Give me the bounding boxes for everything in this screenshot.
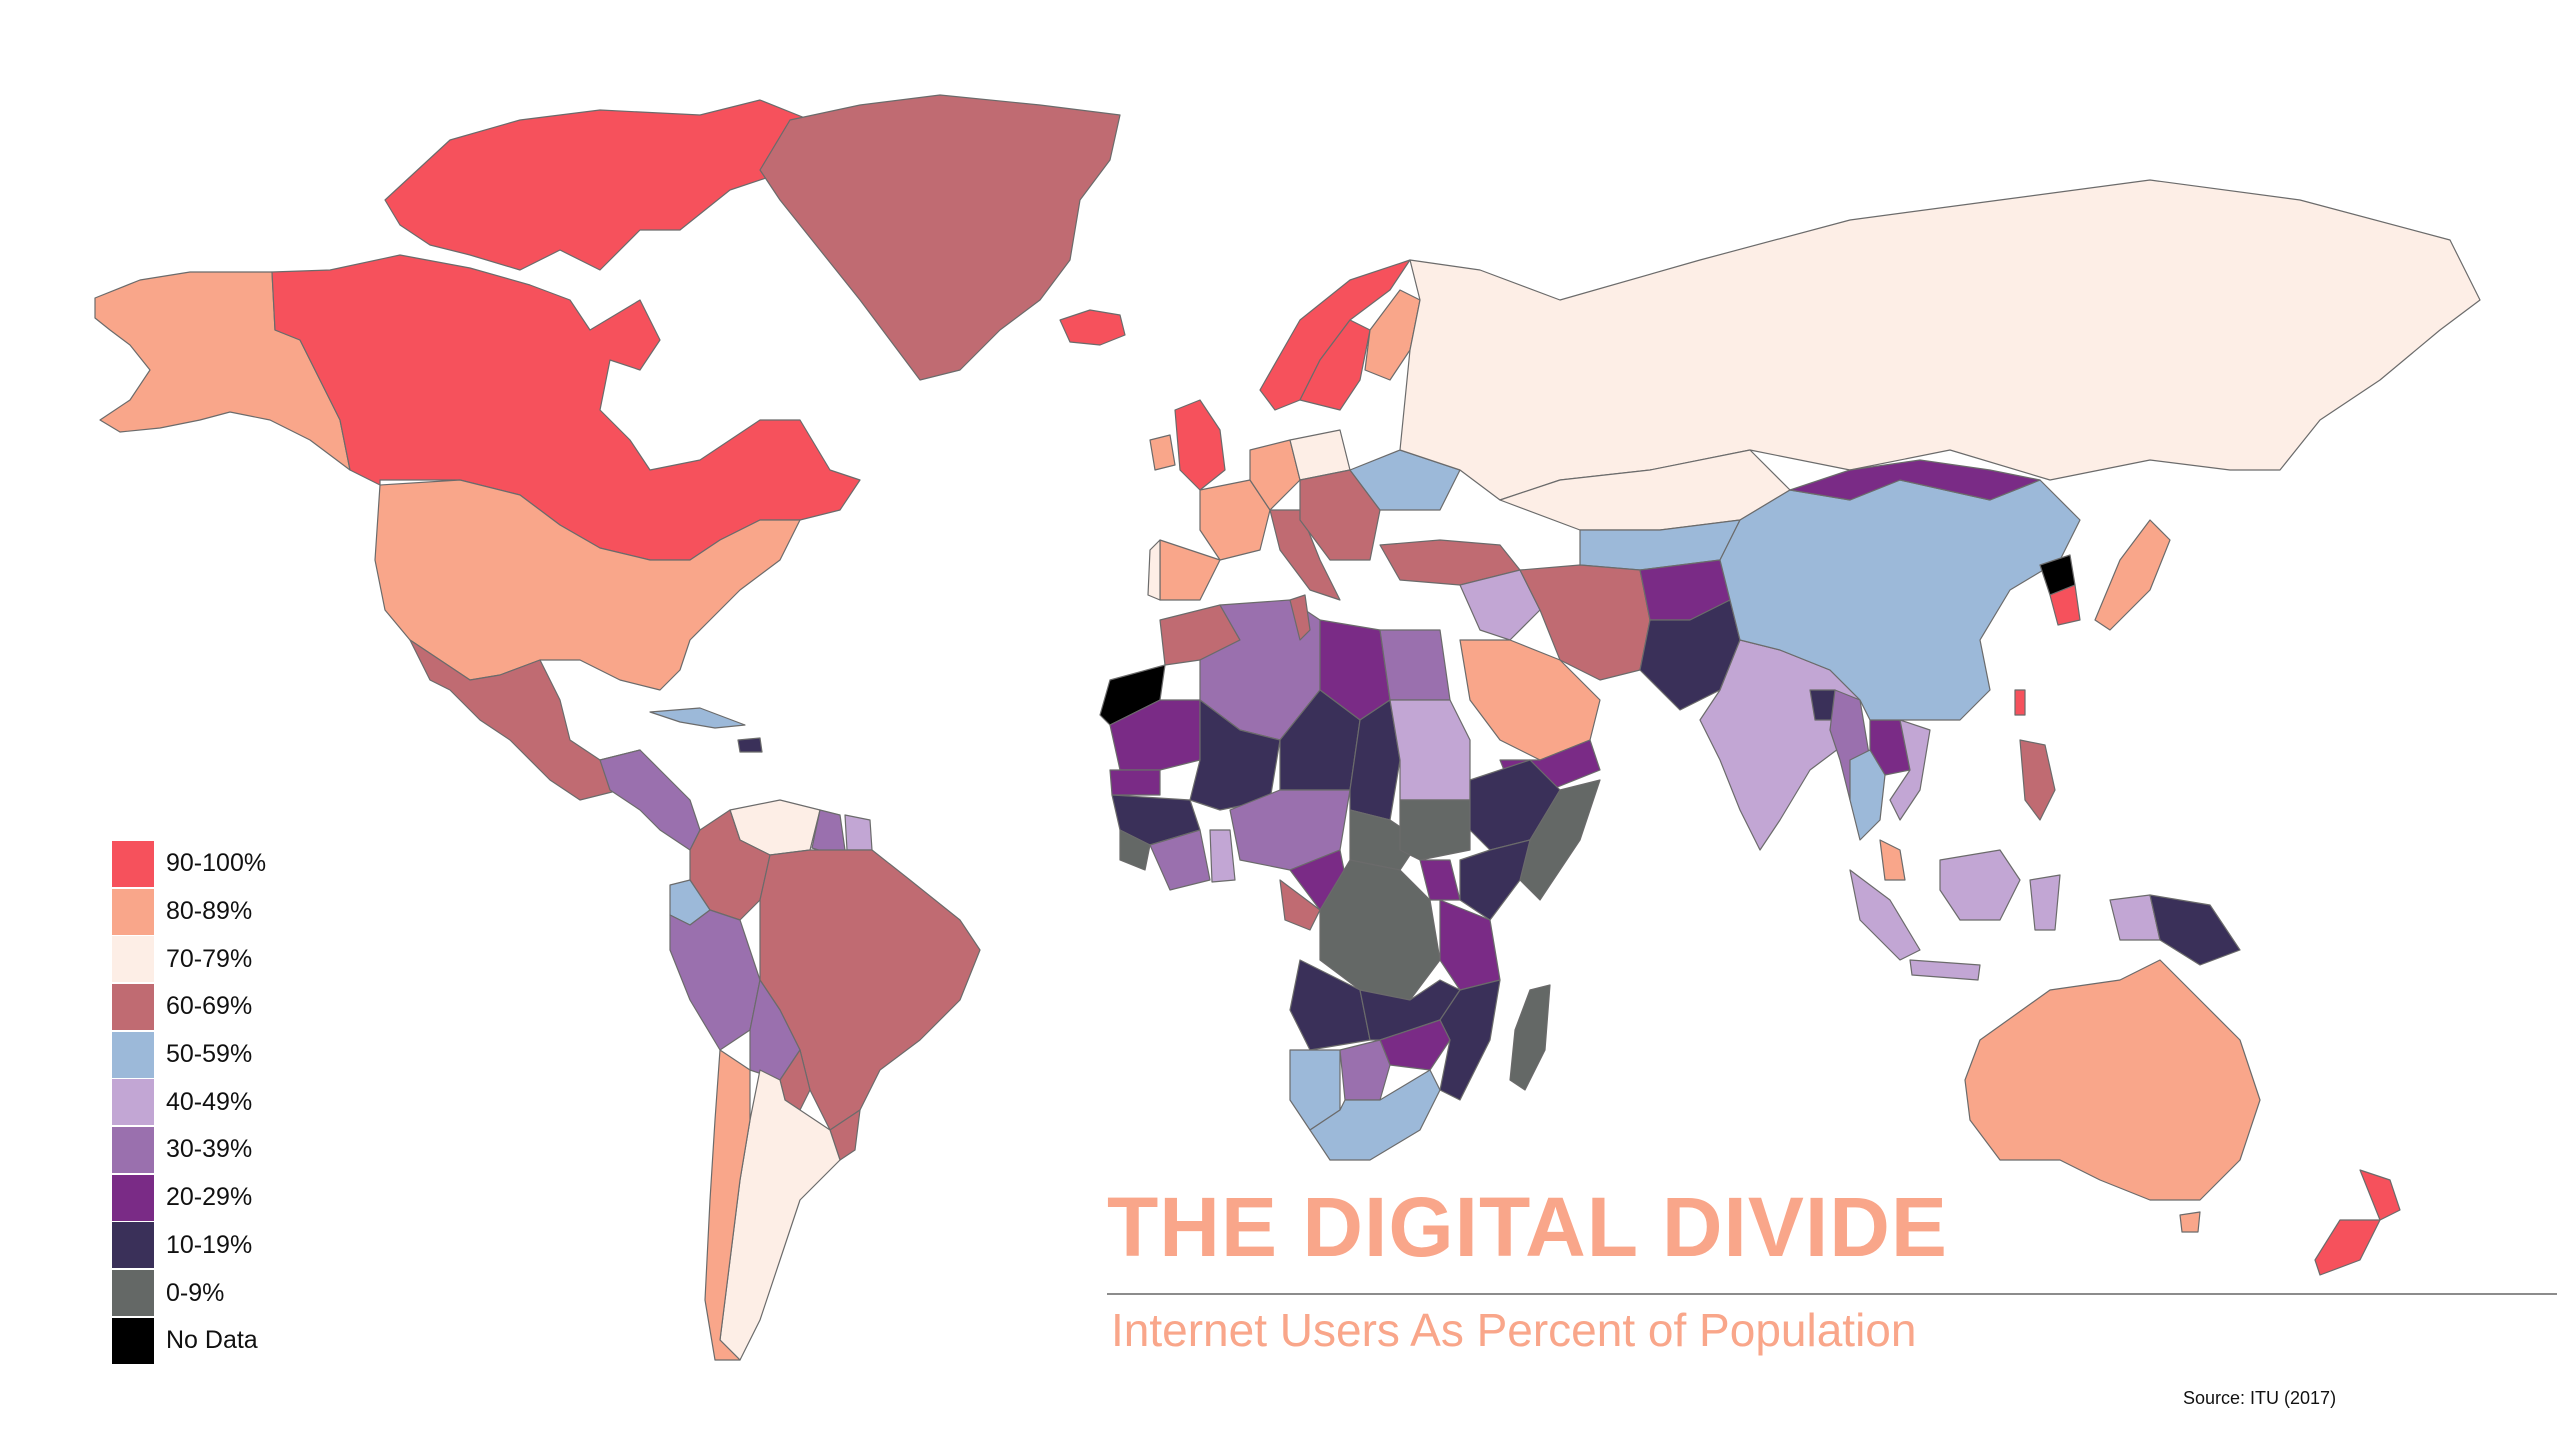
legend-label: 40-49% xyxy=(166,1087,253,1116)
region-iraq xyxy=(1459,569,1541,641)
region-central-america xyxy=(599,749,701,851)
region-papua-new-guinea xyxy=(2149,894,2241,966)
region-iceland xyxy=(1059,309,1126,346)
region-canadian-arctic-islands xyxy=(384,99,811,271)
region-australia xyxy=(1964,959,2261,1201)
region-greenland xyxy=(759,94,1121,381)
region-peru xyxy=(669,909,761,1051)
legend-swatch xyxy=(112,1079,154,1126)
region-senegal xyxy=(1109,769,1161,796)
region-madagascar xyxy=(1509,984,1551,1091)
legend-swatch xyxy=(112,1270,154,1317)
region-sierra-leone xyxy=(1119,829,1151,871)
legend-swatch xyxy=(112,1222,154,1269)
legend-swatch xyxy=(112,936,154,983)
region-uganda xyxy=(1419,859,1461,901)
region-ireland xyxy=(1149,434,1176,471)
region-united-kingdom xyxy=(1174,399,1226,491)
region-japan xyxy=(2094,519,2171,631)
region-sulawesi xyxy=(2029,874,2061,931)
legend-label: 20-29% xyxy=(166,1183,253,1212)
region-sudan xyxy=(1389,699,1471,801)
region-java xyxy=(1909,959,1981,981)
legend-swatch xyxy=(112,1126,154,1173)
legend-label: 80-89% xyxy=(166,897,253,926)
region-haiti xyxy=(737,737,763,753)
region-germany xyxy=(1249,439,1301,511)
region-egypt xyxy=(1379,629,1451,701)
region-south-sudan xyxy=(1399,799,1471,861)
region-cote-d-ivoire xyxy=(1149,829,1211,891)
legend-item-no_data: No Data xyxy=(112,1317,432,1365)
region-thailand xyxy=(1849,749,1886,841)
legend-item-70-79: 70-79% xyxy=(112,935,432,983)
legend-item-30-39: 30-39% xyxy=(112,1126,432,1174)
region-norway xyxy=(1259,259,1411,411)
region-sumatra xyxy=(1849,869,1921,961)
legend-item-20-29: 20-29% xyxy=(112,1174,432,1222)
legend-label: 50-59% xyxy=(166,1040,253,1069)
legend-item-50-59: 50-59% xyxy=(112,1031,432,1079)
legend-item-90-100: 90-100% xyxy=(112,840,432,888)
legend-swatch xyxy=(112,1174,154,1221)
region-botswana xyxy=(1339,1039,1391,1101)
country-layer xyxy=(94,94,2481,1361)
region-new-zealand-south xyxy=(2314,1219,2381,1276)
legend-swatch xyxy=(112,840,154,887)
legend: 90-100% 80-89% 70-79% 60-69% 50-59% 40-49% 30-… xyxy=(112,840,432,1365)
map-subtitle: Internet Users As Percent of Population xyxy=(1111,1304,1917,1356)
legend-label: 70-79% xyxy=(166,944,253,973)
title-divider xyxy=(1107,1293,2557,1295)
region-ghana xyxy=(1209,829,1236,883)
region-taiwan xyxy=(2014,689,2026,716)
region-tunisia xyxy=(1289,594,1311,641)
region-spain xyxy=(1159,539,1221,601)
region-mongolia xyxy=(1789,459,2041,501)
region-portugal xyxy=(1147,539,1161,601)
region-tasmania xyxy=(2179,1211,2201,1233)
region-chile xyxy=(704,1049,751,1361)
region-gabon xyxy=(1279,879,1321,931)
legend-swatch xyxy=(112,888,154,935)
region-ukraine xyxy=(1349,449,1461,511)
legend-item-0-9: 0-9% xyxy=(112,1269,432,1317)
region-cuba xyxy=(649,707,746,729)
region-malaysia xyxy=(1879,839,1906,881)
legend-swatch xyxy=(112,1031,154,1078)
region-south-africa xyxy=(1309,1069,1441,1161)
region-canada xyxy=(271,254,861,561)
region-russia xyxy=(1399,179,2481,501)
legend-label: 0-9% xyxy=(166,1278,225,1307)
region-new-zealand-north xyxy=(2359,1169,2401,1221)
region-suriname xyxy=(844,814,873,851)
region-kenya xyxy=(1459,839,1531,921)
region-angola xyxy=(1289,959,1371,1051)
legend-swatch xyxy=(112,983,154,1030)
legend-label: 30-39% xyxy=(166,1135,253,1164)
region-vietnam xyxy=(1889,719,1931,821)
legend-item-60-69: 60-69% xyxy=(112,983,432,1031)
region-philippines xyxy=(2019,739,2056,821)
legend-item-40-49: 40-49% xyxy=(112,1078,432,1126)
legend-item-10-19: 10-19% xyxy=(112,1222,432,1270)
legend-label: 10-19% xyxy=(166,1230,253,1259)
region-borneo-indonesia xyxy=(1939,849,2021,921)
legend-label: 90-100% xyxy=(166,849,267,878)
legend-label: 60-69% xyxy=(166,992,253,1021)
legend-item-80-89: 80-89% xyxy=(112,888,432,936)
region-south-korea xyxy=(2049,584,2081,626)
legend-label: No Data xyxy=(166,1326,258,1355)
source-note: Source: ITU (2017) xyxy=(2183,1388,2337,1408)
map-title: THE DIGITAL DIVIDE xyxy=(1107,1180,1948,1274)
legend-swatch xyxy=(112,1317,154,1364)
